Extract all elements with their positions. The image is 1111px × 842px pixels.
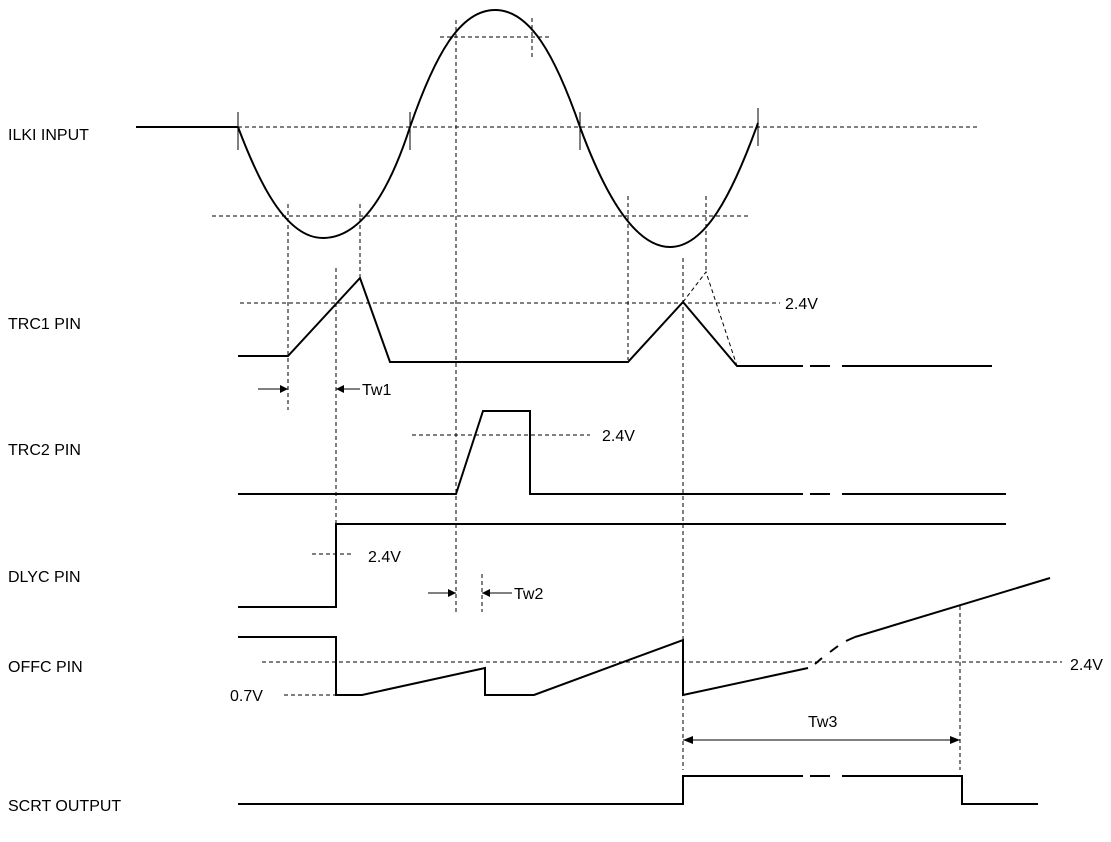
label-offc-pin: OFFC PIN — [8, 659, 83, 676]
tw2-arrowhead — [482, 589, 490, 597]
ilki-waveform — [136, 8, 978, 249]
trc2-waveform: 2.4V — [238, 410, 1006, 495]
offc-high-threshold-label: 2.4V — [1070, 657, 1103, 674]
tw3-arrowhead-left — [683, 736, 693, 744]
label-ilki-input: ILKI INPUT — [8, 127, 89, 144]
tw3-span: Tw3 — [683, 714, 960, 744]
tw1-label: Tw1 — [362, 382, 391, 399]
trc2-trace-1 — [238, 410, 803, 495]
offc-break-dash — [829, 645, 839, 653]
dlyc-threshold-label: 2.4V — [368, 549, 401, 566]
trc1-dashed-peak — [682, 270, 738, 367]
trc2-threshold-label: 2.4V — [602, 428, 635, 445]
dlyc-waveform: 2.4V Tw2 — [238, 523, 1006, 608]
offc-break-dash — [845, 636, 856, 642]
offc-trace-1 — [238, 636, 809, 697]
tw2-label: Tw2 — [514, 586, 543, 603]
trc1-trace-1 — [238, 276, 803, 367]
label-scrt-output: SCRT OUTPUT — [8, 798, 121, 815]
offc-break-dash — [814, 657, 823, 665]
tw3-arrowhead-right — [950, 736, 960, 744]
trc1-threshold-label: 2.4V — [785, 296, 818, 313]
offc-waveform: 2.4V 0.7V — [230, 577, 1103, 705]
scrt-trace-2 — [842, 775, 1038, 805]
trc1-waveform: 2.4V Tw1 — [238, 270, 992, 399]
scrt-trace-1 — [238, 775, 803, 805]
tw3-label: Tw3 — [808, 714, 837, 731]
offc-trace-2 — [854, 577, 1051, 638]
tw2-arrowhead — [448, 589, 456, 597]
scrt-waveform — [238, 775, 1038, 805]
dlyc-trace — [238, 523, 1006, 608]
label-trc1-pin: TRC1 PIN — [8, 316, 81, 333]
tw1-arrowhead — [336, 385, 344, 393]
label-dlyc-pin: DLYC PIN — [8, 569, 81, 586]
tw1-arrowhead — [280, 385, 288, 393]
ilki-sine-wave — [237, 8, 759, 249]
offc-low-threshold-label: 0.7V — [230, 688, 263, 705]
label-trc2-pin: TRC2 PIN — [8, 442, 81, 459]
